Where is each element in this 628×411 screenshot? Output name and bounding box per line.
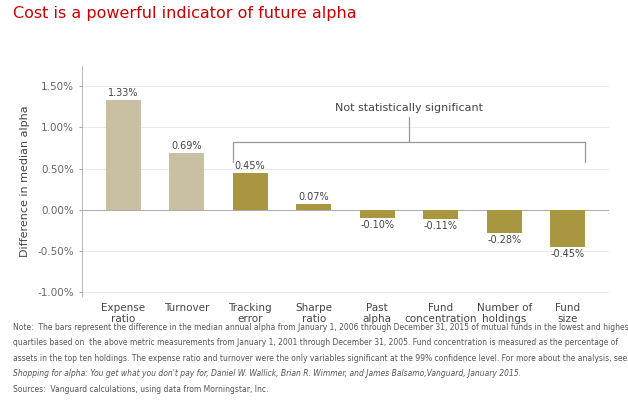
Text: 0.07%: 0.07% [298,192,329,202]
Bar [106,100,141,210]
Text: 0.69%: 0.69% [171,141,202,151]
Text: Shopping for alpha: You get what you don't pay for, Daniel W. Wallick, Brian R. : Shopping for alpha: You get what you don… [13,369,521,379]
Bar [423,210,458,219]
Text: assets in the top ten holdings. The expense ratio and turnover were the only var: assets in the top ten holdings. The expe… [13,354,627,363]
Text: quartiles based on  the above metric measurements from January 1, 2001 through D: quartiles based on the above metric meas… [13,338,618,347]
Text: Cost is a powerful indicator of future alpha: Cost is a powerful indicator of future a… [13,6,356,21]
Text: -0.11%: -0.11% [424,221,458,231]
Text: -0.10%: -0.10% [360,220,394,230]
Bar [487,210,522,233]
Text: Not statistically significant: Not statistically significant [335,103,483,113]
Bar [360,210,394,218]
Text: -0.45%: -0.45% [551,249,585,259]
Text: 1.33%: 1.33% [108,88,138,98]
Bar [296,204,331,210]
Bar [169,153,204,210]
Text: 0.45%: 0.45% [235,161,266,171]
Bar [550,210,585,247]
Y-axis label: Difference in median alpha: Difference in median alpha [21,105,30,256]
Text: Note:  The bars represent the difference in the median annual alpha from January: Note: The bars represent the difference … [13,323,628,332]
Text: Sources:  Vanguard calculations, using data from Morningstar, Inc.: Sources: Vanguard calculations, using da… [13,385,268,394]
Text: -0.28%: -0.28% [487,235,521,245]
Bar [232,173,268,210]
